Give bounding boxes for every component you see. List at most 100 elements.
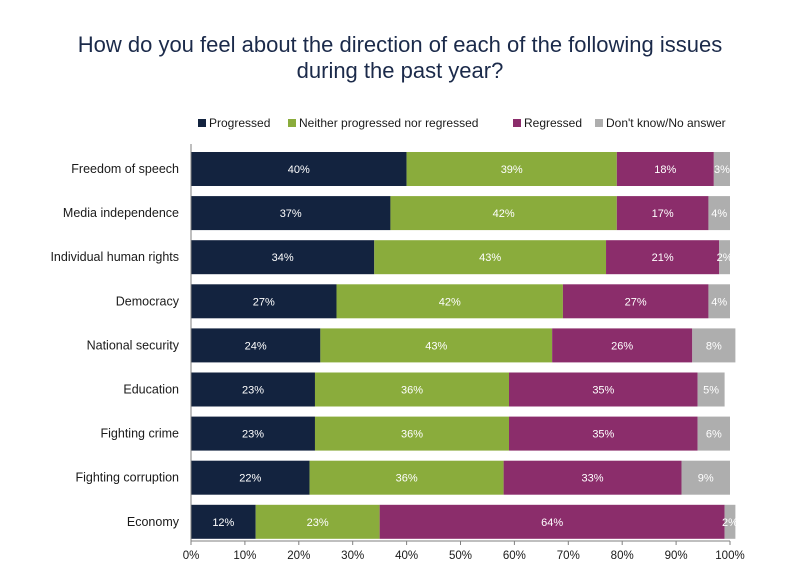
value-label-media-independence-don-t-know-no-answer: 4% <box>711 208 727 220</box>
value-label-individual-human-rights-don-t-know-no-answer: 2% <box>717 252 733 264</box>
bars: 40% 39% 18% 3%37% 42% 17% 4%34% 43% 21% 2%27% 42% 2… <box>191 152 738 539</box>
bar-segment-fighting-corruption-regressed <box>503 460 682 495</box>
bar-segment-individual-human-rights-regressed <box>606 240 720 275</box>
bar-segment-freedom-of-speech-regressed <box>616 152 714 186</box>
value-label-media-independence-progressed: 37% <box>280 208 302 220</box>
category-label-fighting-corruption: Fighting corruption <box>75 471 179 485</box>
legend-swatch-don-t-know-no-answer <box>595 119 603 127</box>
bar-segment-fighting-corruption-neither-progressed-nor-regressed <box>309 460 504 495</box>
value-label-freedom-of-speech-don-t-know-no-answer: 3% <box>714 164 730 176</box>
bar-row-democracy: 27% 42% 27% 4% <box>191 284 730 319</box>
value-label-media-independence-neither-progressed-nor-regressed: 42% <box>493 208 515 220</box>
category-label-economy: Economy <box>127 515 180 529</box>
x-tick-label: 60% <box>503 550 526 562</box>
legend-item-progressed: Progressed <box>198 116 270 130</box>
legend: Progressed Neither progressed nor regress… <box>198 116 726 130</box>
chart-title: How do you feel about the direction of e… <box>0 32 800 84</box>
bar-segment-fighting-corruption-progressed <box>191 460 310 495</box>
value-label-fighting-corruption-progressed: 22% <box>239 473 261 485</box>
value-label-fighting-crime-neither-progressed-nor-regressed: 36% <box>401 429 423 441</box>
bar-segment-media-independence-regressed <box>616 196 709 231</box>
bar-segment-media-independence-progressed <box>191 196 391 231</box>
category-label-education: Education <box>123 383 179 397</box>
value-label-freedom-of-speech-progressed: 40% <box>288 164 310 176</box>
value-label-education-don-t-know-no-answer: 5% <box>703 385 719 397</box>
x-tick-label: 20% <box>287 550 310 562</box>
legend-item-neither-progressed-nor-regressed: Neither progressed nor regressed <box>288 116 478 130</box>
value-label-economy-progressed: 12% <box>212 517 234 529</box>
bar-segment-democracy-don-t-know-no-answer <box>708 284 730 319</box>
x-tick-label: 100% <box>715 550 744 562</box>
bar-segment-freedom-of-speech-don-t-know-no-answer <box>713 152 730 186</box>
x-axis: 0% 10% 20% 30% 40% 50% 60% 70% 80% 90% 100% <box>183 144 745 562</box>
value-label-economy-don-t-know-no-answer: 2% <box>722 517 738 529</box>
category-label-media-independence: Media independence <box>63 206 179 220</box>
bar-segment-national-security-regressed <box>552 328 693 363</box>
chart-title-line-1: How do you feel about the direction of e… <box>77 32 723 57</box>
bar-segment-media-independence-don-t-know-no-answer <box>708 196 730 231</box>
value-label-media-independence-regressed: 17% <box>652 208 674 220</box>
value-label-fighting-crime-regressed: 35% <box>592 429 614 441</box>
x-tick-label: 10% <box>233 550 256 562</box>
value-label-democracy-regressed: 27% <box>625 296 647 308</box>
bar-row-economy: 12% 23% 64% 2% <box>191 504 738 539</box>
value-label-individual-human-rights-progressed: 34% <box>272 252 294 264</box>
bar-segment-national-security-don-t-know-no-answer <box>692 328 736 363</box>
bar-segment-economy-neither-progressed-nor-regressed <box>255 504 380 539</box>
bar-row-media-independence: 37% 42% 17% 4% <box>191 196 730 231</box>
value-label-national-security-neither-progressed-nor-regressed: 43% <box>425 340 447 352</box>
category-label-national-security: National security <box>87 338 180 352</box>
value-label-education-neither-progressed-nor-regressed: 36% <box>401 385 423 397</box>
legend-label-progressed: Progressed <box>209 116 270 130</box>
value-label-national-security-regressed: 26% <box>611 340 633 352</box>
x-tick-label: 70% <box>557 550 580 562</box>
chart-title-line-2: during the past year? <box>296 58 504 83</box>
value-label-fighting-corruption-regressed: 33% <box>582 473 604 485</box>
value-label-fighting-crime-don-t-know-no-answer: 6% <box>706 429 722 441</box>
bar-segment-freedom-of-speech-progressed <box>191 152 407 186</box>
legend-swatch-progressed <box>198 119 206 127</box>
value-label-economy-neither-progressed-nor-regressed: 23% <box>307 517 329 529</box>
value-label-democracy-don-t-know-no-answer: 4% <box>711 296 727 308</box>
legend-label-regressed: Regressed <box>524 116 582 130</box>
bar-row-education: 23% 36% 35% 5% <box>191 372 725 407</box>
x-tick-label: 0% <box>183 550 200 562</box>
bar-segment-freedom-of-speech-neither-progressed-nor-regressed <box>406 152 617 186</box>
value-label-fighting-corruption-neither-progressed-nor-regressed: 36% <box>396 473 418 485</box>
bar-segment-national-security-neither-progressed-nor-regressed <box>320 328 553 363</box>
bar-segment-education-neither-progressed-nor-regressed <box>314 372 510 407</box>
category-labels: Freedom of speech Media independence Indiv… <box>50 162 179 529</box>
value-label-individual-human-rights-neither-progressed-nor-regressed: 43% <box>479 252 501 264</box>
legend-swatch-neither-progressed-nor-regressed <box>288 119 296 127</box>
value-label-education-regressed: 35% <box>592 385 614 397</box>
bar-segment-democracy-progressed <box>191 284 337 319</box>
x-tick-label: 50% <box>449 550 472 562</box>
bar-segment-fighting-corruption-don-t-know-no-answer <box>681 460 730 495</box>
bar-segment-economy-don-t-know-no-answer <box>724 504 736 539</box>
x-tick-label: 90% <box>665 550 688 562</box>
value-label-national-security-progressed: 24% <box>245 340 267 352</box>
value-label-economy-regressed: 64% <box>541 517 563 529</box>
x-tick-label: 80% <box>611 550 634 562</box>
bar-segment-fighting-crime-progressed <box>191 416 315 451</box>
bar-segment-education-progressed <box>191 372 315 407</box>
category-label-freedom-of-speech: Freedom of speech <box>71 162 179 176</box>
bar-segment-national-security-progressed <box>191 328 321 363</box>
value-label-fighting-crime-progressed: 23% <box>242 429 264 441</box>
bar-segment-democracy-regressed <box>562 284 709 319</box>
bar-segment-fighting-crime-neither-progressed-nor-regressed <box>314 416 510 451</box>
x-tick-label: 30% <box>341 550 364 562</box>
legend-item-don-t-know-no-answer: Don't know/No answer <box>595 116 726 130</box>
value-label-democracy-progressed: 27% <box>253 296 275 308</box>
bar-segment-education-don-t-know-no-answer <box>697 372 725 407</box>
value-label-individual-human-rights-regressed: 21% <box>652 252 674 264</box>
bar-row-individual-human-rights: 34% 43% 21% 2% <box>191 240 733 275</box>
x-tick-label: 40% <box>395 550 418 562</box>
value-label-education-progressed: 23% <box>242 385 264 397</box>
bar-segment-economy-progressed <box>191 504 256 539</box>
category-label-fighting-crime: Fighting crime <box>101 427 180 441</box>
value-label-freedom-of-speech-regressed: 18% <box>654 164 676 176</box>
bar-segment-individual-human-rights-progressed <box>191 240 375 275</box>
bar-segment-media-independence-neither-progressed-nor-regressed <box>390 196 617 231</box>
